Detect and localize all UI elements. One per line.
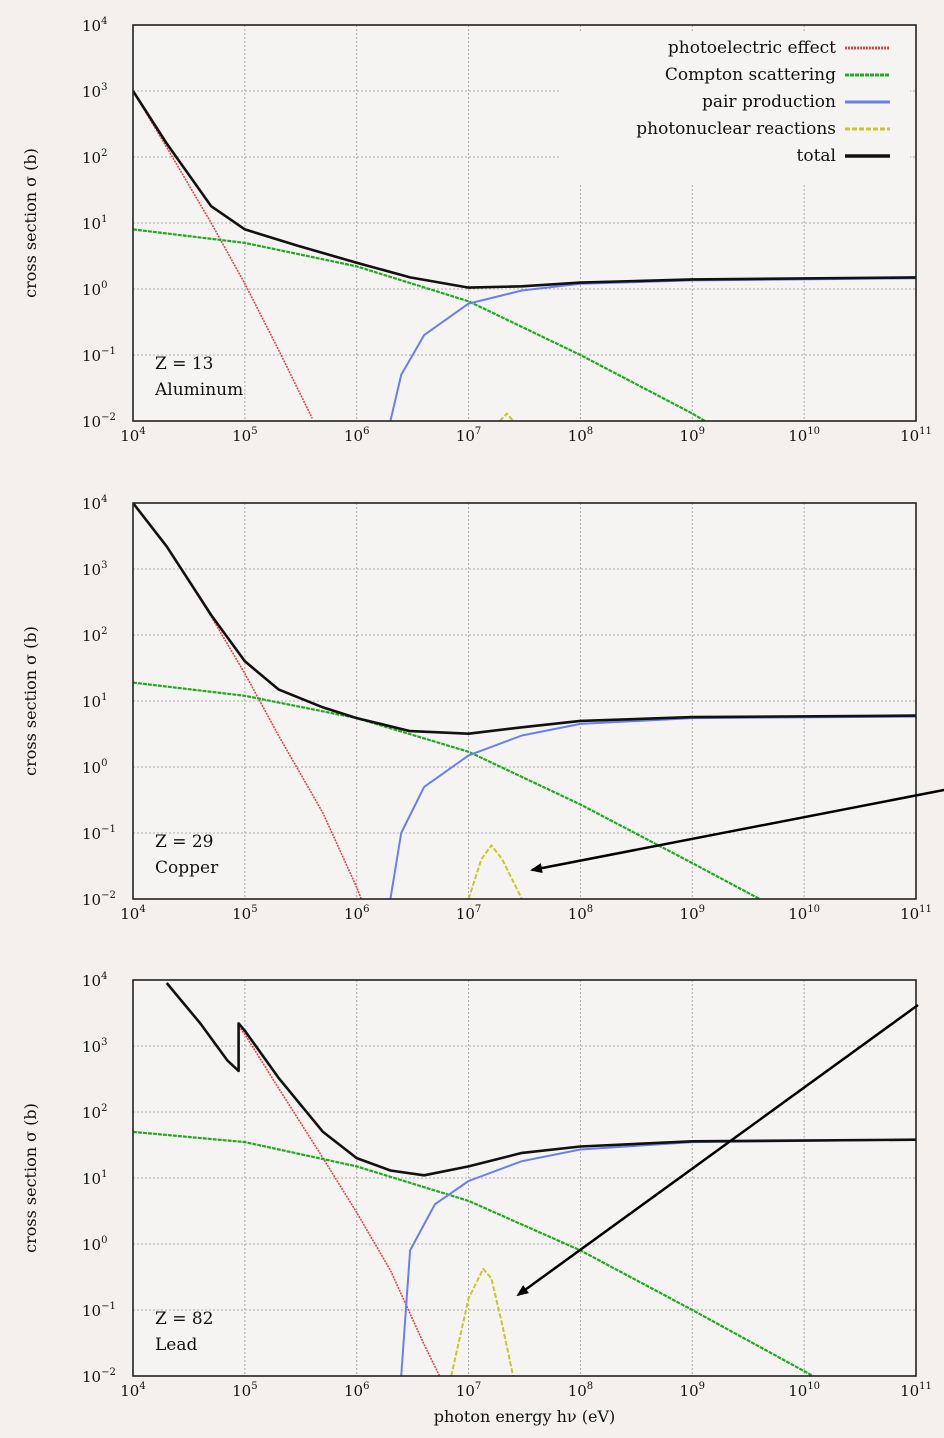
photoelectric-effect-line	[237, 1025, 441, 1376]
photonuclear-reactions-line	[467, 844, 523, 899]
x-tick-label: 1010	[788, 904, 820, 923]
x-tick-label: 109	[680, 426, 705, 445]
total-line	[165, 982, 916, 1177]
atomic-number-label: Z = 82	[155, 1309, 214, 1329]
x-tick-label: 107	[456, 1381, 481, 1400]
series-group	[133, 90, 916, 421]
x-tick-label: 107	[456, 426, 481, 445]
x-tick-label: 109	[680, 1381, 705, 1400]
x-tick-label: 1011	[900, 904, 932, 923]
y-tick-label: 10−2	[82, 412, 116, 431]
y-tick-label: 10−1	[82, 346, 116, 365]
element-name-label: Copper	[155, 858, 219, 878]
y-axis-title: cross section σ (b)	[21, 148, 40, 298]
aluminum-panel: 104 105 106 107 108 109 1010 1011 104 103 102 101 10…	[21, 16, 932, 445]
x-tick-label: 105	[232, 904, 257, 923]
series-group	[133, 982, 916, 1376]
legend-entry-photoelectric-effect: photoelectric effect	[668, 38, 836, 58]
plot-frame	[132, 502, 917, 900]
element-name-label: Aluminum	[154, 380, 243, 400]
photoelectric-effect-line	[133, 90, 313, 419]
compton-scattering-line	[133, 228, 706, 421]
y-tick-label: 101	[82, 1169, 107, 1188]
x-tick-label: 1011	[900, 426, 932, 445]
y-tick-label: 104	[82, 16, 107, 35]
y-tick-label: 101	[82, 692, 107, 711]
x-tick-label: 106	[344, 904, 369, 923]
legend-entry-compton-scattering: Compton scattering	[665, 65, 836, 85]
compton-scattering-line	[133, 1130, 814, 1376]
x-tick-label: 1011	[900, 1381, 932, 1400]
total-line	[133, 90, 916, 289]
y-tick-label: 102	[82, 1103, 107, 1122]
atomic-number-label: Z = 29	[155, 832, 214, 852]
y-tick-label: 101	[82, 214, 107, 233]
pair-production-line	[389, 715, 916, 899]
element-name-label: Lead	[155, 1335, 197, 1355]
compton-scattering-line	[133, 681, 761, 899]
y-tick-label: 103	[82, 82, 107, 101]
x-axis-title: photon energy hν (eV)	[434, 1407, 616, 1426]
y-axis-title: cross section σ (b)	[21, 1103, 40, 1253]
arrow-to-lead-photonuclear	[516, 1003, 919, 1297]
x-tick-label: 105	[232, 1381, 257, 1400]
y-tick-label: 104	[82, 971, 107, 990]
photonuclear-annotation-arrows	[516, 788, 944, 1297]
y-tick-label: 103	[82, 1037, 107, 1056]
series-group	[133, 503, 916, 899]
x-tick-label: 108	[568, 1381, 593, 1400]
y-tick-label: 10−1	[82, 1301, 116, 1320]
x-tick-label: 1010	[788, 1381, 820, 1400]
total-line	[133, 503, 916, 735]
atomic-number-label: Z = 13	[155, 354, 214, 374]
x-tick-label: 1010	[788, 426, 820, 445]
y-axis-title: cross section σ (b)	[21, 626, 40, 776]
x-tick-label: 109	[680, 904, 705, 923]
y-tick-label: 10−2	[82, 1367, 116, 1386]
y-tick-label: 100	[82, 280, 107, 299]
photonuclear-reactions-line	[499, 412, 514, 421]
x-tick-label: 104	[120, 1381, 145, 1400]
photoelectric-effect-line	[133, 503, 363, 899]
plot-frame	[132, 24, 917, 422]
x-tick-label: 105	[232, 426, 257, 445]
legend-entry-photonuclear-reactions: photonuclear reactions	[636, 119, 836, 139]
y-tick-label: 100	[82, 1235, 107, 1254]
x-tick-label: 106	[344, 426, 369, 445]
y-tick-label: 100	[82, 758, 107, 777]
x-tick-label: 104	[120, 904, 145, 923]
legend-background	[560, 33, 910, 185]
x-tick-label: 108	[568, 426, 593, 445]
plot-frame	[132, 979, 917, 1377]
lead-panel: 104 105 106 107 108 109 1010 1011 104 103 102 101 10…	[21, 971, 932, 1426]
arrow-to-copper-photonuclear	[530, 788, 944, 874]
x-tick-label: 106	[344, 1381, 369, 1400]
x-tick-label: 104	[120, 426, 145, 445]
y-tick-label: 103	[82, 560, 107, 579]
legend: photoelectric effect Compton scattering pa…	[560, 33, 910, 185]
y-tick-label: 104	[82, 494, 107, 513]
legend-entry-pair-production: pair production	[702, 92, 836, 112]
y-tick-label: 10−1	[82, 824, 116, 843]
legend-entry-total: total	[797, 146, 836, 166]
x-tick-label: 108	[568, 904, 593, 923]
x-tick-label: 107	[456, 904, 481, 923]
y-tick-label: 102	[82, 626, 107, 645]
copper-panel: 104 105 106 107 108 109 1010 1011 104 103 102 101 10…	[21, 494, 932, 923]
y-tick-label: 102	[82, 148, 107, 167]
y-tick-label: 10−2	[82, 890, 116, 909]
photonuclear-reactions-line	[450, 1267, 515, 1376]
